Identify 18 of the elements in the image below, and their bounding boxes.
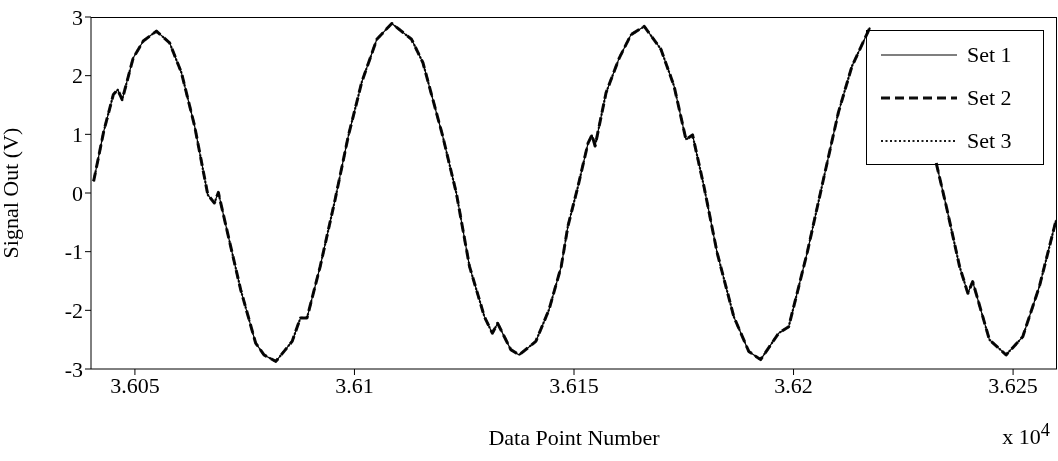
y-tick-label: -1: [64, 239, 83, 265]
y-axis-title: Signal Out (V): [0, 127, 23, 259]
legend-label: Set 1: [967, 41, 1012, 68]
x-axis-title: Data Point Number: [488, 425, 661, 450]
y-tick-label: 3: [72, 4, 83, 30]
x-tick-label: 3.605: [110, 372, 160, 398]
x-tick-label: 3.615: [549, 372, 599, 398]
text: x 10$^{4}$: [1002, 420, 1050, 451]
y-tick-label: 1: [72, 122, 83, 148]
y-tick-label: 0: [72, 180, 83, 206]
y-tick-label: -3: [64, 356, 83, 382]
legend-label: Set 3: [967, 127, 1012, 154]
x-tick-label: 3.61: [335, 372, 374, 398]
x-tick-label: 3.625: [988, 372, 1038, 398]
x-tick-label: 3.62: [774, 372, 813, 398]
y-tick-label: -2: [64, 298, 83, 324]
y-tick-label: 2: [72, 63, 83, 89]
legend-label: Set 2: [967, 84, 1012, 111]
